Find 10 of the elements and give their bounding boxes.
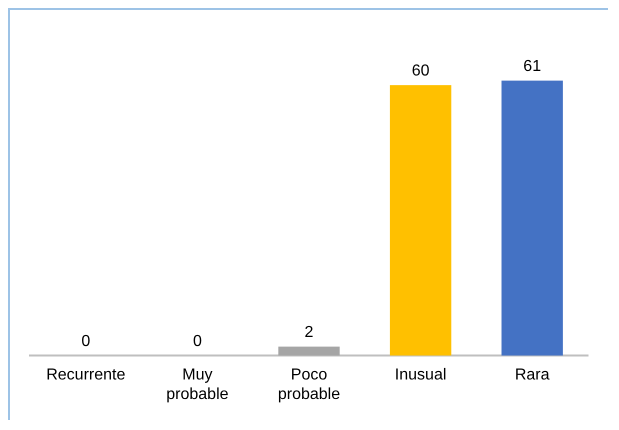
data-label: 0 [81, 333, 90, 350]
data-label: 60 [412, 62, 430, 80]
data-label: 0 [192, 333, 202, 350]
data-label: 2 [304, 324, 314, 341]
x-tick-label: Poco probable [278, 366, 340, 403]
x-tick-label: Recurrente [46, 366, 126, 384]
x-tick-label: Inusual [394, 366, 446, 384]
data-label: 61 [523, 58, 542, 75]
x-tick-label: Rara [514, 366, 550, 384]
x-tick-label: Muy probable [166, 366, 229, 403]
